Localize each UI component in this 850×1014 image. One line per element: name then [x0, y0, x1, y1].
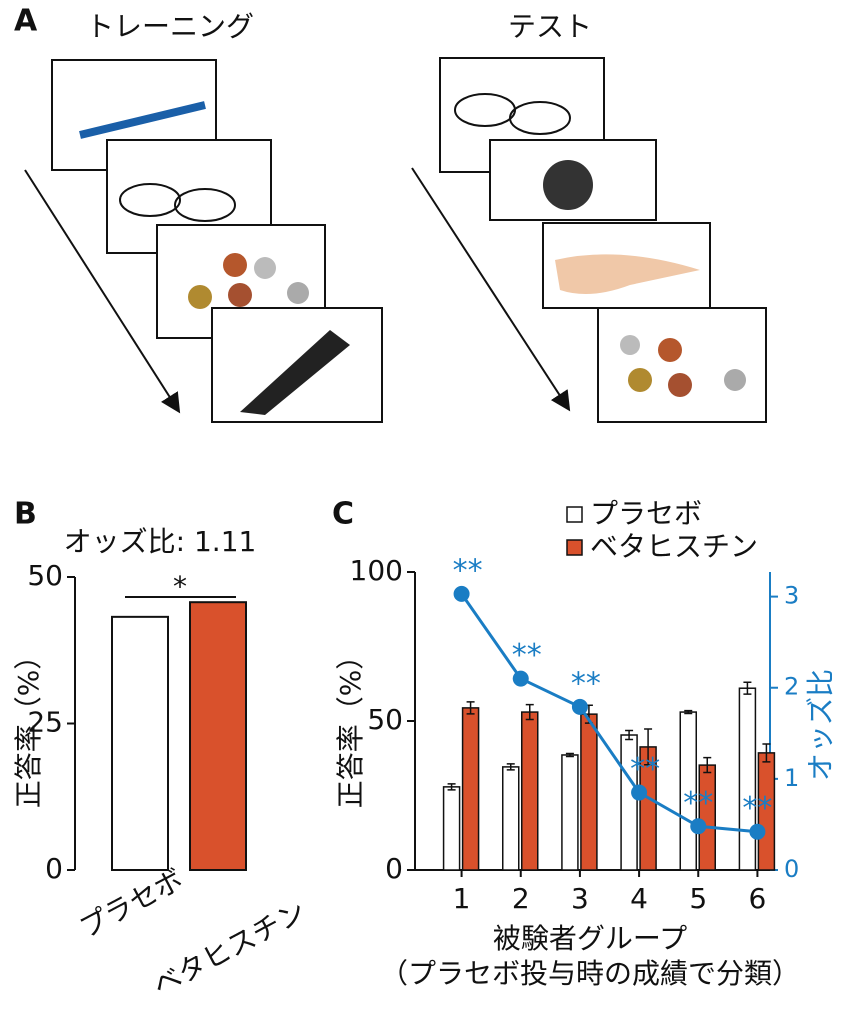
significance: ** — [630, 752, 660, 787]
y-tick-label: 0 — [45, 852, 63, 885]
x-tick-label: 4 — [630, 882, 648, 915]
y2-tick-label: 0 — [784, 855, 799, 883]
test-title: テスト — [508, 10, 592, 43]
error-bar — [506, 763, 515, 771]
y-tick-label: 0 — [385, 852, 403, 885]
x-axis-note: （プラセボ投与時の成績で分類） — [380, 957, 800, 990]
x-axis-label: 被験者グループ — [493, 922, 687, 955]
y-tick-label: 50 — [367, 703, 403, 736]
bar — [111, 615, 169, 872]
y2-tick-label: 1 — [784, 764, 799, 792]
y-tick-label: 25 — [27, 706, 63, 739]
bar — [738, 687, 757, 871]
significance: ** — [571, 666, 601, 701]
odds-point — [749, 823, 766, 840]
bar — [521, 711, 539, 871]
bar — [502, 766, 520, 871]
significance: ** — [512, 638, 542, 673]
significance: ** — [683, 786, 713, 821]
odds-point — [631, 784, 648, 801]
x-tick-label: ベタヒスチン — [147, 895, 311, 1003]
y2-axis-label: オッズ比 — [804, 669, 837, 781]
y2-tick-label: 2 — [784, 673, 799, 701]
x-tick-label: 6 — [749, 882, 767, 915]
error-bar — [466, 701, 475, 715]
legend-swatch — [566, 506, 583, 523]
error-bar — [762, 743, 771, 763]
odds-point — [571, 698, 588, 715]
training-title: トレーニング — [86, 10, 254, 43]
test-frames — [411, 57, 767, 423]
x-tick-label: 2 — [512, 882, 530, 915]
significance: * — [173, 570, 187, 603]
odds-point — [690, 818, 707, 835]
error-bar — [525, 703, 534, 721]
legend-swatch — [566, 539, 583, 556]
odds-point — [453, 585, 470, 602]
bar — [461, 707, 480, 871]
error-bar — [743, 681, 752, 695]
annotation: オッズ比: 1.11 — [64, 525, 257, 558]
error-bar — [565, 752, 574, 758]
x-tick-label: 5 — [689, 882, 707, 915]
significance: ** — [742, 791, 772, 826]
y2-tick-label: 3 — [784, 582, 799, 610]
panel-label: B — [14, 497, 37, 532]
x-tick-label: プラセボ — [74, 863, 188, 945]
panel-label: C — [332, 497, 354, 532]
bar — [580, 713, 598, 871]
odds-point — [512, 670, 529, 687]
significance: ** — [453, 553, 483, 588]
x-tick-label: 3 — [571, 882, 589, 915]
bar — [561, 754, 579, 871]
odds-line — [460, 593, 758, 834]
legend-label: プラセボ — [590, 497, 702, 530]
y-axis-label: 正答率（%） — [334, 642, 367, 809]
error-bar — [644, 728, 653, 766]
error-bar — [684, 709, 693, 715]
panel-label: A — [14, 4, 38, 39]
training-frames — [24, 59, 383, 423]
legend-label: ベタヒスチン — [590, 530, 758, 563]
x-tick-label: 1 — [453, 882, 471, 915]
y-tick-label: 50 — [27, 559, 63, 592]
bar — [442, 786, 461, 871]
error-bar — [447, 783, 456, 791]
bar — [189, 601, 247, 871]
error-bar — [625, 729, 634, 741]
y-axis-label: 正答率（%） — [12, 642, 45, 809]
y-tick-label: 100 — [350, 554, 403, 587]
error-bar — [703, 756, 712, 774]
